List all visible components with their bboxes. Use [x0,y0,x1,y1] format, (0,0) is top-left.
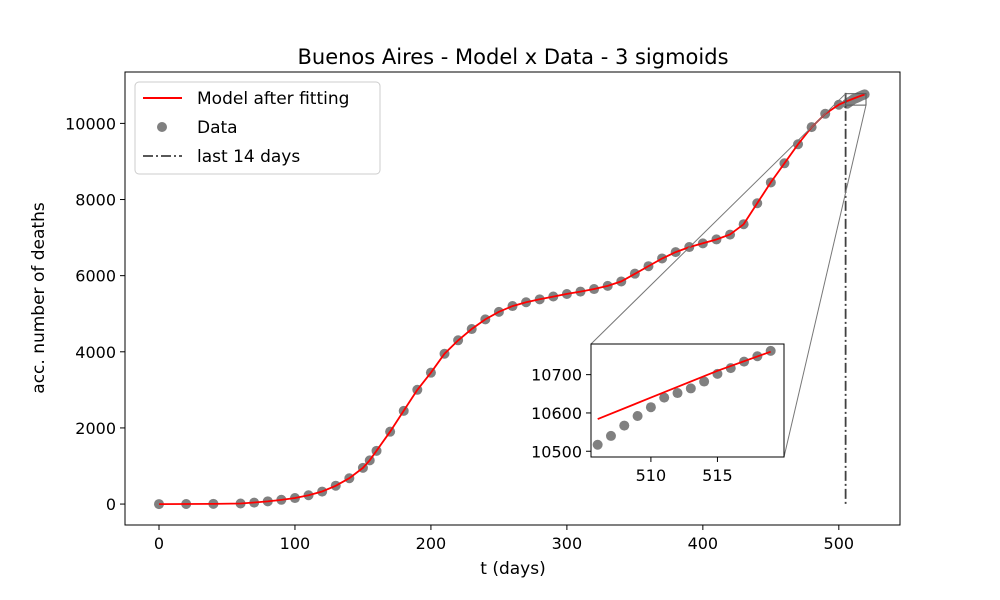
inset-model-line [597,350,772,420]
legend-box [134,81,381,175]
inset-x-tick-label-0: 510 [636,466,667,485]
inset-data-point-49 [592,439,603,450]
inset-data-point-50 [605,430,616,441]
legend-label-2: last 14 days [197,147,300,167]
y-axis-label: acc. number of deaths [29,202,49,394]
data-point-0 [153,499,164,510]
inset-data-point-57 [699,376,710,387]
inset-data-point-55 [672,388,683,399]
data-point-62 [859,89,870,100]
inset-data-point-52 [632,411,643,422]
x-tick-label-3: 300 [552,534,583,553]
legend-label-0: Model after fitting [197,89,349,109]
y-tick-label-5: 10000 [65,114,116,133]
x-axis-label: t (days) [480,559,545,579]
zoom-source-box [845,93,867,106]
y-tick-label-2: 4000 [75,343,116,362]
legend-swatch-data [157,122,167,132]
inset-x-tick-label-1: 515 [702,466,733,485]
y-tick-label-4: 8000 [75,191,116,210]
y-tick-label-1: 2000 [75,419,116,438]
x-tick-label-0: 0 [154,534,164,553]
x-tick-label-1: 100 [280,534,311,553]
chart-title: Buenos Aires - Model x Data - 3 sigmoids [297,45,728,69]
inset-data-point-54 [659,392,670,403]
inset-y-tick-label-2: 10700 [531,366,582,385]
inset-data-point-53 [645,402,656,413]
y-tick-label-0: 0 [106,495,116,514]
x-tick-label-5: 500 [824,534,855,553]
inset-data-point-56 [685,383,696,394]
zoom-connector-2 [783,105,867,458]
legend-label-1: Data [197,118,238,138]
model-line [158,93,865,506]
inset-area [590,343,785,458]
inset-data-point-51 [619,420,630,431]
inset-y-tick-label-0: 10500 [531,442,582,461]
inset-data-point-62 [765,345,776,356]
legend: Model after fitting Data last 14 days [134,81,381,175]
x-tick-label-2: 200 [416,534,447,553]
x-tick-label-4: 400 [688,534,719,553]
inset-plot: 510 515 10500 10600 10700 [531,93,867,485]
inset-y-tick-label-1: 10600 [531,404,582,423]
zoom-connector-1 [590,93,846,345]
y-tick-label-3: 6000 [75,267,116,286]
